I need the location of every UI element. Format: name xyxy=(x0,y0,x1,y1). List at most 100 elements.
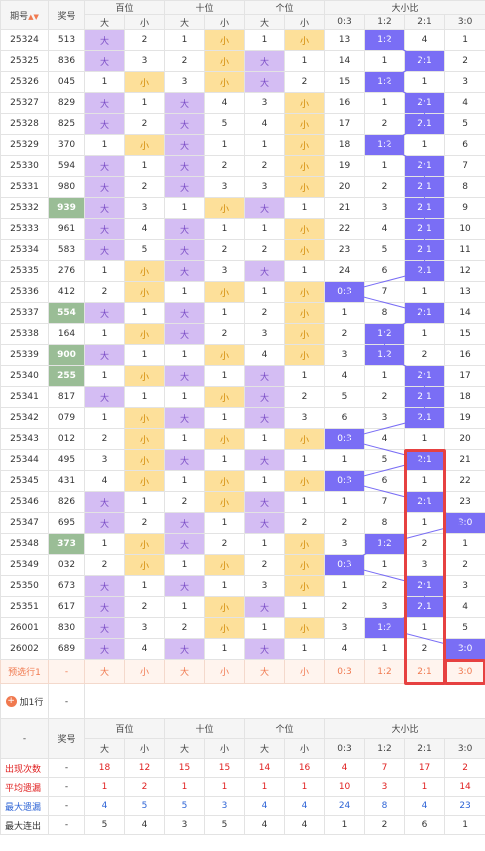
ratio-ball: 1:2 xyxy=(364,134,406,156)
ratio-ball: 2:1 xyxy=(404,239,446,261)
preselect-cell[interactable]: 0:3 xyxy=(324,659,366,684)
table-row: 25348 373 1 小大 2 1 小 3 1:2 2 1 xyxy=(0,533,485,555)
stats-value: 16 xyxy=(284,758,326,778)
stats-value: 7 xyxy=(364,758,406,778)
sub-header: 小 xyxy=(284,14,326,30)
sub-header: 3:0 xyxy=(444,738,485,759)
table-row: 25338 164 1 小大 2 3 小 2 1:2 1 15 xyxy=(0,323,485,345)
sort-icon[interactable]: ▲▼ xyxy=(28,12,39,21)
preselect-cell[interactable]: 3:0 xyxy=(444,659,485,684)
hundreds-small-miss: 3 xyxy=(123,617,166,639)
hundreds-big-ball: 大 xyxy=(84,344,125,366)
ratio-miss: 7 xyxy=(364,281,406,303)
draw-number: 431 xyxy=(48,470,85,492)
issue-number: 25335 xyxy=(0,260,49,282)
ratio-miss: 1 xyxy=(324,575,366,597)
units-small-ball: 小 xyxy=(284,218,326,240)
ratio-miss: 1 xyxy=(324,449,366,471)
sub-header: 大 xyxy=(84,738,125,759)
stats-label: 平均遗漏 xyxy=(0,777,49,797)
tens-big-ball: 大 xyxy=(164,113,206,135)
col-header-tens: 十位 xyxy=(164,0,246,15)
preselect-cell[interactable]: 小 xyxy=(284,659,326,684)
preselect-cell[interactable]: 2:1 xyxy=(404,659,446,684)
table-row: 25327 829 大 1 大 4 3 小 16 1 2:1 4 xyxy=(0,92,485,114)
hundreds-big-ball: 大 xyxy=(84,92,125,114)
hundreds-small-ball: 小 xyxy=(123,134,166,156)
issue-number: 25337 xyxy=(0,302,49,324)
plus-icon: + xyxy=(5,696,17,707)
tens-big-ball: 大 xyxy=(164,134,206,156)
tens-big-ball: 大 xyxy=(164,155,206,177)
units-big-miss: 1 xyxy=(244,134,286,156)
preselect-cell[interactable]: 大 xyxy=(164,659,206,684)
sub-header: 2:1 xyxy=(404,14,446,30)
ratio-ball: 2:1 xyxy=(404,596,446,618)
ratio-ball: 0:3 xyxy=(324,470,366,492)
units-big-ball: 大 xyxy=(244,365,286,387)
units-small-miss: 2 xyxy=(284,71,326,93)
stats-value: 23 xyxy=(444,796,485,816)
ratio-miss: 1 xyxy=(364,50,406,72)
hundreds-small-miss: 1 xyxy=(123,344,166,366)
stats-value: 18 xyxy=(84,758,125,778)
units-big-ball: 大 xyxy=(244,596,286,618)
units-small-miss: 1 xyxy=(284,638,326,660)
hundreds-big-miss: 1 xyxy=(84,323,125,345)
preselect-cell[interactable]: 1:2 xyxy=(364,659,406,684)
tens-small-miss: 1 xyxy=(204,365,246,387)
tens-big-ball: 大 xyxy=(164,407,206,429)
stats-value: 2 xyxy=(123,777,166,797)
ratio-miss: 19 xyxy=(324,155,366,177)
ratio-miss: 13 xyxy=(444,281,485,303)
hundreds-small-miss: 2 xyxy=(123,512,166,534)
tens-small-miss: 5 xyxy=(204,113,246,135)
ratio-miss: 3 xyxy=(444,71,485,93)
units-small-ball: 小 xyxy=(284,428,326,450)
ratio-miss: 6 xyxy=(444,134,485,156)
tens-big-miss: 2 xyxy=(164,617,206,639)
ratio-miss: 15 xyxy=(444,323,485,345)
ratio-miss: 3 xyxy=(364,407,406,429)
preselect-cell[interactable]: 小 xyxy=(204,659,246,684)
stats-value: 14 xyxy=(444,777,485,797)
draw-number: 012 xyxy=(48,428,85,450)
tens-small-ball: 小 xyxy=(204,29,246,51)
hundreds-small-ball: 小 xyxy=(123,323,166,345)
ratio-miss: 2 xyxy=(364,113,406,135)
ratio-miss: 10 xyxy=(444,218,485,240)
hundreds-big-ball: 大 xyxy=(84,239,125,261)
add-row-button[interactable]: + 加1行 xyxy=(0,683,49,720)
stats-value: 12 xyxy=(123,758,166,778)
ratio-miss: 1 xyxy=(404,71,446,93)
preselect-cell[interactable]: 小 xyxy=(123,659,166,684)
table-row: 25347 695 大 2 大 1 大 2 2 8 1 3:0 xyxy=(0,512,485,534)
units-small-ball: 小 xyxy=(284,155,326,177)
table-row: 25342 079 1 小大 1 大 3 6 3 2:1 19 xyxy=(0,407,485,429)
stats-header-ratio: 大小比 xyxy=(324,718,485,739)
stats-value: 5 xyxy=(204,815,246,835)
ratio-miss: 17 xyxy=(444,365,485,387)
preselect-cell[interactable]: 大 xyxy=(244,659,286,684)
preselect-row[interactable]: 预选行1 - 大 小 大 小 大 小 0:3 1:2 2:1 3:0 xyxy=(0,659,485,684)
table-row: 25326 045 1 小 3 小大 2 15 1:2 1 3 xyxy=(0,71,485,93)
issue-number: 25334 xyxy=(0,239,49,261)
stats-value: 4 xyxy=(244,796,286,816)
stats-value: 5 xyxy=(164,796,206,816)
ratio-miss: 4 xyxy=(324,638,366,660)
issue-number: 25344 xyxy=(0,449,49,471)
tens-big-ball: 大 xyxy=(164,92,206,114)
col-header-hundreds: 百位 xyxy=(83,0,166,15)
ratio-miss: 16 xyxy=(444,344,485,366)
units-big-ball: 大 xyxy=(244,491,286,513)
preselect-cell[interactable]: 大 xyxy=(84,659,125,684)
units-small-miss: 1 xyxy=(284,365,326,387)
stats-value: 1 xyxy=(84,777,125,797)
stats-table: - 奖号 百位 十位 个位 大小比 大 小 大 小 大 小 0:3 1:2 2:… xyxy=(0,718,485,835)
col-header-issue[interactable]: 期号▲▼ xyxy=(0,0,49,30)
tens-big-miss: 1 xyxy=(164,344,206,366)
stats-dash: - xyxy=(48,815,85,835)
issue-number: 25343 xyxy=(0,428,49,450)
ratio-miss: 5 xyxy=(324,386,366,408)
issue-number: 25330 xyxy=(0,155,49,177)
